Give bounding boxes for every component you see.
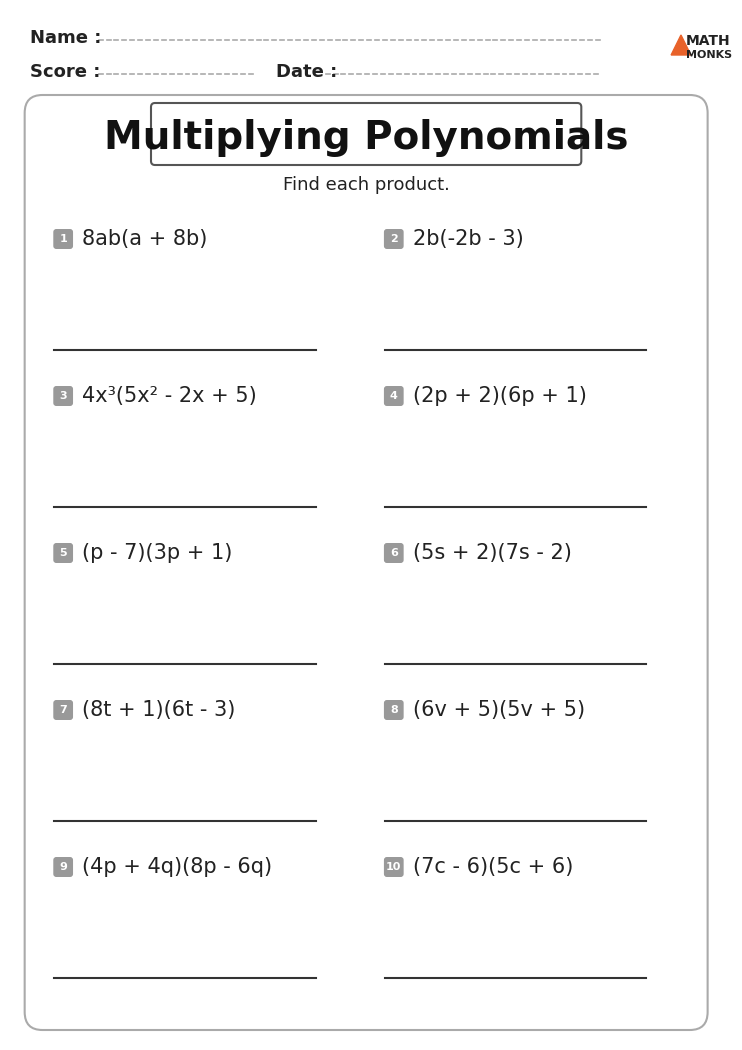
- Text: 5: 5: [59, 548, 67, 558]
- FancyBboxPatch shape: [384, 700, 404, 720]
- Text: (2p + 2)(6p + 1): (2p + 2)(6p + 1): [413, 386, 586, 406]
- Text: 2b(-2b - 3): 2b(-2b - 3): [413, 229, 523, 249]
- Text: 8: 8: [390, 705, 398, 715]
- FancyBboxPatch shape: [53, 386, 73, 406]
- Text: (8t + 1)(6t - 3): (8t + 1)(6t - 3): [82, 700, 235, 720]
- Text: 10: 10: [386, 862, 401, 872]
- Text: 4x³(5x² - 2x + 5): 4x³(5x² - 2x + 5): [82, 386, 257, 406]
- FancyBboxPatch shape: [53, 229, 73, 249]
- Text: (p - 7)(3p + 1): (p - 7)(3p + 1): [82, 543, 232, 563]
- FancyBboxPatch shape: [53, 543, 73, 563]
- Text: (7c - 6)(5c + 6): (7c - 6)(5c + 6): [413, 857, 573, 877]
- Text: 7: 7: [59, 705, 67, 715]
- FancyBboxPatch shape: [384, 857, 404, 877]
- Text: Name :: Name :: [30, 29, 101, 47]
- Text: 9: 9: [59, 862, 67, 872]
- FancyBboxPatch shape: [53, 857, 73, 877]
- Text: (5s + 2)(7s - 2): (5s + 2)(7s - 2): [413, 543, 571, 563]
- Text: Multiplying Polynomials: Multiplying Polynomials: [104, 119, 628, 158]
- Text: 2: 2: [390, 234, 398, 244]
- Text: MONKS: MONKS: [686, 50, 732, 60]
- Text: MATH: MATH: [686, 34, 731, 48]
- FancyBboxPatch shape: [53, 700, 73, 720]
- Text: Date :: Date :: [276, 63, 338, 81]
- Text: 1: 1: [59, 234, 67, 244]
- Text: Score :: Score :: [30, 63, 100, 81]
- FancyBboxPatch shape: [384, 386, 404, 406]
- FancyBboxPatch shape: [384, 229, 404, 249]
- FancyBboxPatch shape: [384, 543, 404, 563]
- Text: Find each product.: Find each product.: [283, 176, 450, 194]
- Polygon shape: [671, 35, 691, 55]
- Text: 6: 6: [390, 548, 398, 558]
- Text: 8ab(a + 8b): 8ab(a + 8b): [82, 229, 207, 249]
- FancyBboxPatch shape: [151, 103, 581, 165]
- Text: 3: 3: [59, 391, 67, 401]
- Text: (6v + 5)(5v + 5): (6v + 5)(5v + 5): [413, 700, 585, 720]
- FancyBboxPatch shape: [24, 94, 708, 1030]
- Text: 4: 4: [390, 391, 398, 401]
- Text: (4p + 4q)(8p - 6q): (4p + 4q)(8p - 6q): [82, 857, 272, 877]
